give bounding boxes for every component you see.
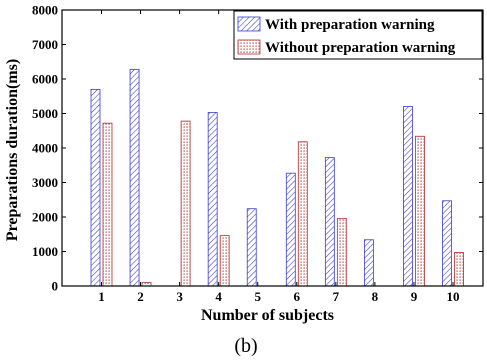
y-tick-label: 1000 bbox=[32, 244, 58, 259]
x-tick-label: 7 bbox=[333, 289, 340, 304]
plot-area-frame bbox=[61, 9, 484, 287]
bar-without-warning-4 bbox=[219, 235, 230, 287]
bar-with-warning-4 bbox=[207, 112, 218, 287]
legend: With preparation warning Without prepara… bbox=[233, 10, 483, 60]
legend-swatch-without-warning bbox=[237, 39, 261, 55]
x-tick-label: 3 bbox=[176, 289, 183, 304]
bar-without-warning-3 bbox=[180, 120, 191, 287]
bar-without-warning-9 bbox=[415, 135, 425, 287]
x-tick-label: 9 bbox=[411, 289, 418, 304]
y-tick-label: 7000 bbox=[32, 37, 58, 52]
x-tick-label: 2 bbox=[137, 289, 144, 304]
y-tick-label: 8000 bbox=[32, 3, 58, 18]
x-tick-label: 1 bbox=[98, 289, 105, 304]
x-tick-label: 8 bbox=[372, 289, 379, 304]
y-tick-label: 4000 bbox=[32, 141, 58, 156]
bar-with-warning-7 bbox=[324, 157, 335, 287]
legend-label-with-warning: With preparation warning bbox=[265, 17, 435, 33]
bar-without-warning-1 bbox=[102, 122, 113, 287]
bar-with-warning-1 bbox=[90, 88, 101, 287]
y-axis-label: Preparations duration(ms) bbox=[4, 59, 21, 241]
legend-swatch-with-warning bbox=[237, 16, 261, 32]
x-tick-label: 4 bbox=[215, 289, 222, 304]
bar-without-warning-6 bbox=[297, 141, 308, 287]
x-tick-label: 10 bbox=[447, 289, 460, 304]
x-tick-label: 6 bbox=[294, 289, 301, 304]
y-tick-label: 3000 bbox=[32, 175, 58, 190]
bar-with-warning-6 bbox=[285, 172, 296, 287]
bar-with-warning-10 bbox=[442, 200, 452, 287]
bar-without-warning-10 bbox=[454, 252, 464, 287]
y-tick-label: 6000 bbox=[32, 72, 58, 87]
bar-with-warning-2 bbox=[129, 68, 140, 287]
y-tick-label: 5000 bbox=[32, 106, 58, 121]
bar-with-warning-9 bbox=[403, 106, 413, 287]
y-tick-label: 0 bbox=[52, 279, 59, 294]
y-tick-label: 2000 bbox=[32, 210, 58, 225]
bar-with-warning-8 bbox=[363, 239, 374, 287]
figure-caption: (b) bbox=[234, 335, 257, 357]
bar-with-warning-5 bbox=[246, 208, 257, 287]
bars-layer bbox=[90, 68, 464, 287]
legend-label-without-warning: Without preparation warning bbox=[265, 40, 456, 56]
bar-without-warning-7 bbox=[336, 217, 347, 287]
x-tick-label: 5 bbox=[254, 289, 261, 304]
x-axis-label: Number of subjects bbox=[201, 307, 334, 324]
legend-box bbox=[233, 10, 483, 60]
ticks-layer: 0 1000 2000 3000 4000 5000 6000 7000 8000 1 2 3 4 5 6 7… bbox=[32, 3, 483, 304]
